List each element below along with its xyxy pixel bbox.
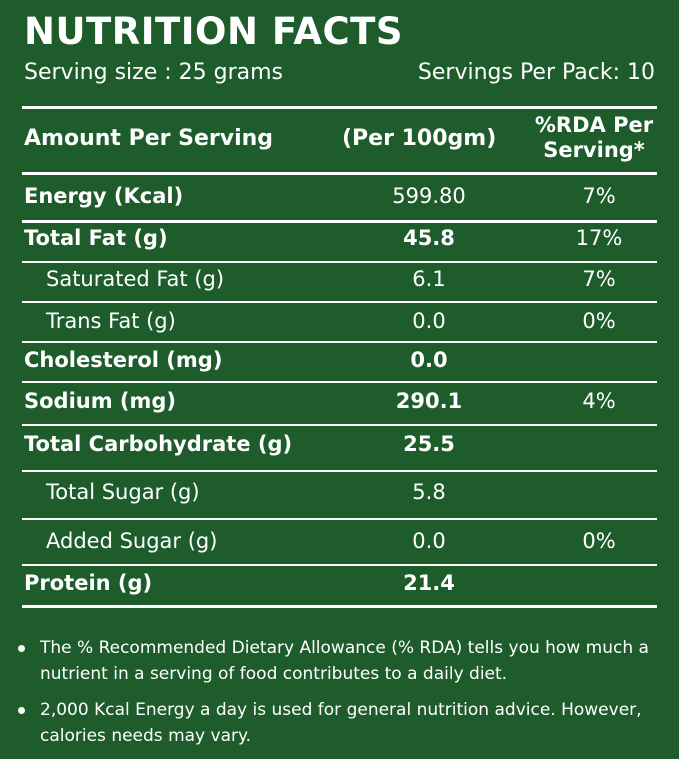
footnote-text: 2,000 Kcal Energy a day is used for gene… — [40, 700, 642, 746]
row-name: Saturated Fat (g) — [46, 267, 225, 291]
row-rda: 4% — [582, 389, 616, 413]
row-value: 0.0 — [412, 529, 446, 553]
row-name: Energy (Kcal) — [24, 184, 184, 208]
divider — [22, 470, 657, 472]
servings-per-pack: Servings Per Pack: 10 — [417, 60, 655, 85]
row-rda: 17% — [575, 226, 623, 250]
row-value: 0.0 — [412, 309, 446, 333]
row-value: 0.0 — [410, 348, 448, 372]
bullet-icon — [18, 645, 25, 652]
row-rda: 0% — [582, 309, 616, 333]
row-value: 290.1 — [395, 389, 463, 413]
footnote-item: 2,000 Kcal Energy a day is used for gene… — [18, 697, 659, 749]
divider — [22, 172, 657, 175]
divider — [22, 341, 657, 343]
row-value: 25.5 — [403, 432, 455, 456]
row-value: 5.8 — [412, 480, 446, 504]
divider — [22, 605, 657, 608]
serving-size: Serving size : 25 grams — [24, 60, 284, 85]
header-rda-line1: %RDA Per — [534, 113, 654, 137]
divider — [22, 301, 657, 303]
divider — [22, 564, 657, 566]
footnotes: The % Recommended Dietary Allowance (% R… — [18, 635, 659, 759]
row-value: 6.1 — [412, 267, 446, 291]
header-per100: (Per 100gm) — [342, 126, 497, 151]
row-name: Protein (g) — [24, 571, 153, 595]
row-name: Added Sugar (g) — [46, 529, 218, 553]
table-header: Amount Per Serving (Per 100gm) %RDA Per … — [24, 112, 657, 170]
row-name: Sodium (mg) — [24, 389, 177, 413]
row-rda: 7% — [582, 267, 616, 291]
header-rda: %RDA Per Serving* — [529, 113, 659, 163]
row-value: 21.4 — [403, 571, 455, 595]
header-amount: Amount Per Serving — [24, 126, 274, 151]
row-name: Cholesterol (mg) — [24, 348, 223, 372]
row-name: Total Sugar (g) — [46, 480, 200, 504]
divider — [22, 106, 657, 109]
row-name: Total Carbohydrate (g) — [24, 432, 293, 456]
footnote-item: The % Recommended Dietary Allowance (% R… — [18, 635, 659, 687]
page-title: NUTRITION FACTS — [24, 10, 404, 53]
divider — [22, 381, 657, 383]
divider — [22, 424, 657, 426]
header-rda-line2: Serving* — [543, 138, 645, 162]
row-rda: 0% — [582, 529, 616, 553]
row-value: 599.80 — [392, 184, 466, 208]
footnote-text: The % Recommended Dietary Allowance (% R… — [40, 638, 649, 684]
divider — [22, 261, 657, 263]
row-value: 45.8 — [403, 226, 455, 250]
row-rda: 7% — [582, 184, 616, 208]
row-name: Total Fat (g) — [24, 226, 168, 250]
divider — [22, 518, 657, 520]
bullet-icon — [18, 707, 25, 714]
row-name: Trans Fat (g) — [46, 309, 176, 333]
divider — [22, 220, 657, 223]
serving-info: Serving size : 25 grams Servings Per Pac… — [24, 60, 655, 85]
